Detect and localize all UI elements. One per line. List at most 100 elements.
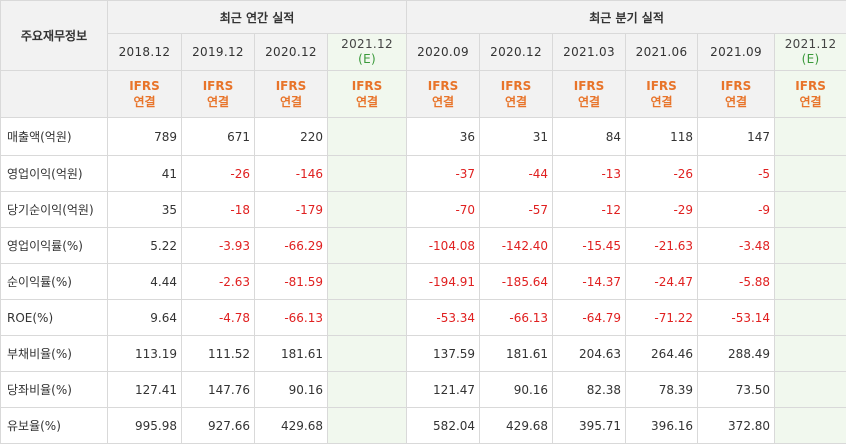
value-cell: -70 (406, 191, 481, 228)
value-cell: 927.66 (181, 407, 255, 444)
period-label: 2021.12 (341, 37, 393, 51)
group-header-quarterly: 최근 분기 실적 (406, 0, 846, 34)
value-cell: 31 (479, 117, 554, 156)
value-cell (326, 191, 408, 228)
value-cell: 113.19 (107, 335, 182, 372)
value-cell (774, 371, 846, 408)
value-cell: 5.22 (107, 227, 182, 264)
value-cell: -185.64 (479, 263, 554, 300)
value-cell: 220 (254, 117, 328, 156)
value-cell: 396.16 (625, 407, 699, 444)
value-cell: -179 (254, 191, 328, 228)
period-label: 2020.12 (265, 45, 317, 59)
period-label: 2018.12 (118, 45, 171, 59)
value-cell: -66.13 (254, 299, 328, 336)
value-cell: 147.76 (181, 371, 255, 408)
value-cell: 78.39 (625, 371, 699, 408)
period-header: 2021.12 (E) (774, 33, 846, 71)
table-header: 주요재무정보 최근 연간 실적 최근 분기 실적 2018.12 2019.12 2… (0, 0, 846, 118)
table-row: 매출액(억원) 789 671 220 36 31 84 118 147 (0, 117, 846, 156)
value-cell (326, 117, 408, 156)
period-label: 2020.12 (490, 45, 542, 59)
value-cell (774, 299, 846, 336)
basis-header: IFRS 연결 (552, 70, 627, 118)
value-cell (326, 155, 408, 192)
value-cell: 4.44 (107, 263, 182, 300)
basis-bottom-label: 연결 (799, 95, 822, 109)
row-label: 영업이익률(%) (0, 227, 108, 264)
value-cell: 9.64 (107, 299, 182, 336)
basis-bottom-label: 연결 (578, 95, 601, 109)
value-cell: 82.38 (552, 371, 627, 408)
value-cell: -15.45 (552, 227, 627, 264)
value-cell: 90.16 (479, 371, 554, 408)
row-label: 매출액(억원) (0, 117, 108, 156)
table-row: 당기순이익(억원) 35 -18 -179 -70 -57 -12 -29 -9 (0, 191, 846, 228)
basis-top-label: IFRS (573, 79, 605, 93)
estimate-mark: (E) (358, 52, 376, 66)
value-cell: 181.61 (479, 335, 554, 372)
value-cell: -26 (181, 155, 255, 192)
period-label: 2021.09 (710, 45, 762, 59)
value-cell: -3.48 (697, 227, 776, 264)
value-cell (326, 407, 408, 444)
period-label: 2019.12 (192, 45, 244, 59)
period-label: 2020.09 (417, 45, 469, 59)
basis-top-label: IFRS (351, 79, 383, 93)
basis-bottom-label: 연결 (133, 95, 156, 109)
value-cell: -53.14 (697, 299, 776, 336)
basis-bottom-label: 연결 (279, 95, 303, 109)
value-cell: -66.29 (254, 227, 328, 264)
value-cell (774, 155, 846, 192)
basis-header: IFRS 연결 (406, 70, 481, 118)
value-cell (326, 227, 408, 264)
basis-header: IFRS 연결 (774, 70, 846, 118)
value-cell: -18 (181, 191, 255, 228)
row-label: 순이익률(%) (0, 263, 108, 300)
value-cell: 73.50 (697, 371, 776, 408)
basis-top-label: IFRS (720, 79, 752, 93)
value-cell: -71.22 (625, 299, 699, 336)
table-row: 부채비율(%) 113.19 111.52 181.61 137.59 181.61 204… (0, 335, 846, 372)
value-cell (326, 335, 408, 372)
value-cell: 395.71 (552, 407, 627, 444)
corner-label: 주요재무정보 (0, 0, 108, 71)
basis-header: IFRS 연결 (254, 70, 328, 118)
basis-bottom-label: 연결 (206, 95, 230, 109)
basis-bottom-label: 연결 (725, 95, 748, 109)
value-cell: -26 (625, 155, 699, 192)
value-cell: 118 (625, 117, 699, 156)
value-cell: -14.37 (552, 263, 627, 300)
value-cell: 264.46 (625, 335, 699, 372)
value-cell: 288.49 (697, 335, 776, 372)
row-label: 부채비율(%) (0, 335, 108, 372)
basis-header: IFRS 연결 (479, 70, 554, 118)
period-header: 2020.12 (479, 33, 554, 71)
value-cell: -5.88 (697, 263, 776, 300)
period-label: 2021.03 (563, 45, 615, 59)
period-label: 2021.12 (784, 37, 837, 51)
period-header: 2020.12 (254, 33, 328, 71)
table-row: ROE(%) 9.64 -4.78 -66.13 -53.34 -66.13 -64.79-… (0, 299, 846, 336)
value-cell: -5 (697, 155, 776, 192)
basis-header-row: IFRS 연결 IFRS 연결 IFRS 연결 IFRS 연결 IFRS 연결 IFRS 연결 IFRS… (0, 70, 846, 118)
value-cell: 429.68 (479, 407, 554, 444)
table-body: 매출액(억원) 789 671 220 36 31 84 118 147 영업이익(억원) 41 -2… (0, 117, 846, 444)
value-cell: -12 (552, 191, 627, 228)
value-cell (326, 371, 408, 408)
value-cell: -146 (254, 155, 328, 192)
value-cell: 582.04 (406, 407, 481, 444)
basis-header: IFRS 연결 (107, 70, 182, 118)
basis-top-label: IFRS (275, 79, 307, 93)
value-cell: -2.63 (181, 263, 255, 300)
basis-header: IFRS 연결 (625, 70, 699, 118)
value-cell: -64.79 (552, 299, 627, 336)
row-label: 유보율(%) (0, 407, 108, 444)
table-row: 유보율(%) 995.98 927.66 429.68 582.04 429.68 395.… (0, 407, 846, 444)
value-cell: -9 (697, 191, 776, 228)
basis-bottom-label: 연결 (432, 95, 455, 109)
basis-top-label: IFRS (129, 79, 160, 93)
value-cell: 41 (107, 155, 182, 192)
value-cell (774, 117, 846, 156)
